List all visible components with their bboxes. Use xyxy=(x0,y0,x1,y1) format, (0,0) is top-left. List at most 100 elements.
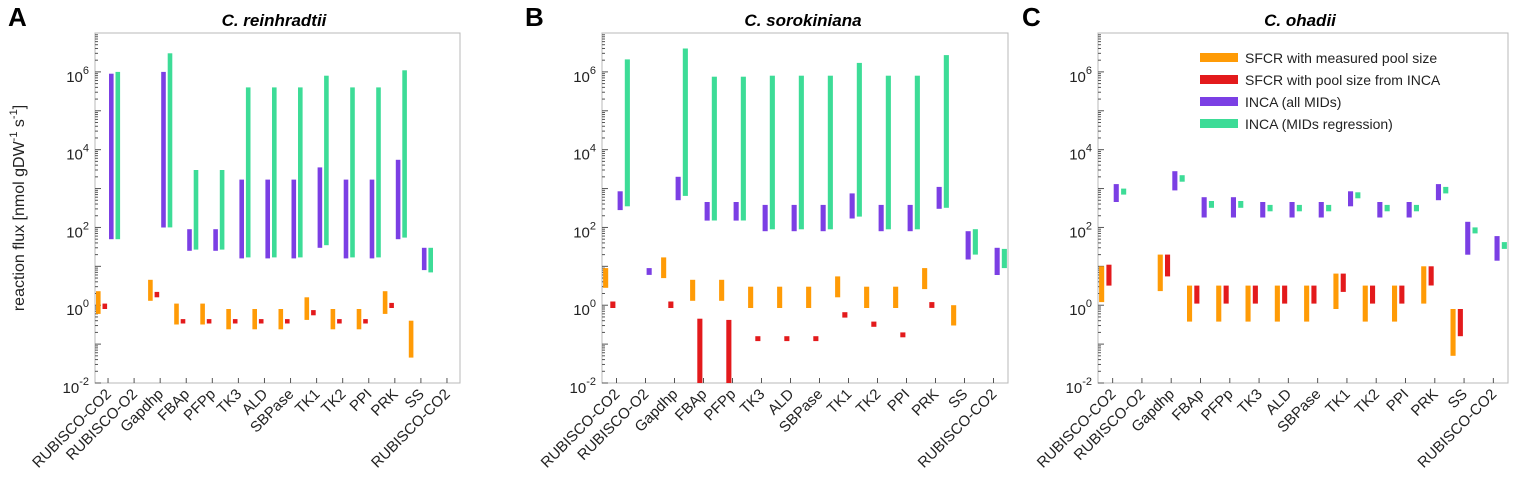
range-bar xyxy=(161,71,166,228)
range-bar xyxy=(704,202,710,221)
legend-swatch xyxy=(1200,97,1238,106)
legend-swatch xyxy=(1200,53,1238,62)
range-bar xyxy=(1472,227,1478,234)
panel-letter: C xyxy=(1022,2,1041,32)
range-bar xyxy=(1362,285,1368,322)
range-bar xyxy=(1179,175,1185,182)
x-tick-label: PFPp xyxy=(1198,386,1237,425)
range-bar xyxy=(777,286,783,308)
range-bar xyxy=(1172,171,1178,191)
legend-swatch xyxy=(1200,119,1238,128)
range-bar xyxy=(682,48,688,196)
x-tick-label: FBAp xyxy=(1169,386,1208,425)
range-bar xyxy=(1457,309,1463,337)
range-bar xyxy=(943,55,949,208)
range-bar xyxy=(421,247,427,271)
y-tick-label: 104 xyxy=(66,143,89,164)
range-bar xyxy=(878,204,884,232)
range-bar xyxy=(791,204,797,232)
range-bar xyxy=(252,309,257,330)
x-tick-label: PPI xyxy=(884,386,913,415)
y-tick-label: 106 xyxy=(1069,65,1092,86)
range-bar xyxy=(1443,186,1449,194)
range-bar xyxy=(900,332,906,338)
range-bar xyxy=(363,319,368,324)
range-bar xyxy=(893,286,899,308)
range-bar xyxy=(232,319,238,324)
panel-letter: B xyxy=(525,2,544,32)
range-bar xyxy=(646,268,652,275)
range-bar xyxy=(1450,309,1456,356)
range-bar xyxy=(356,309,362,330)
range-bar xyxy=(1223,285,1229,304)
range-bar xyxy=(1113,184,1119,202)
range-bar xyxy=(784,336,790,342)
range-bar xyxy=(762,204,768,232)
x-tick-label: PRK xyxy=(1408,386,1442,420)
plot-frame xyxy=(601,32,1009,384)
range-bar xyxy=(1260,202,1266,218)
range-bar xyxy=(740,76,746,221)
x-tick-label: PRK xyxy=(908,386,942,420)
range-bar xyxy=(1157,254,1163,292)
range-bar xyxy=(624,59,630,207)
range-bar xyxy=(324,75,329,246)
range-bar xyxy=(154,291,160,298)
range-bar xyxy=(96,291,101,314)
range-bar xyxy=(755,336,761,342)
y-tick-label: 10-2 xyxy=(1066,376,1092,397)
range-bar xyxy=(317,167,323,248)
range-bar xyxy=(343,179,349,259)
range-bar xyxy=(1355,192,1361,199)
range-bar xyxy=(1326,204,1332,212)
plot-frame xyxy=(94,32,461,384)
range-bar xyxy=(798,75,804,230)
range-bar xyxy=(272,87,277,258)
range-bar xyxy=(1187,285,1193,322)
range-bar xyxy=(661,257,667,279)
x-tick-label: PPI xyxy=(1383,386,1412,415)
range-bar xyxy=(936,186,942,209)
panel-letter: A xyxy=(8,2,27,32)
range-bar xyxy=(856,62,862,217)
range-bar xyxy=(304,297,310,320)
range-bar xyxy=(965,231,971,260)
x-tick-label: TK2 xyxy=(1352,386,1383,417)
labels-layer: 10-2100102104106RUBISCO-CO2RUBISCO-O2Gap… xyxy=(8,2,1500,472)
range-bar xyxy=(711,76,717,221)
range-bar xyxy=(885,75,891,230)
range-bar xyxy=(769,75,775,230)
range-bar xyxy=(382,291,388,314)
y-tick-label: 104 xyxy=(573,143,596,164)
range-bar xyxy=(1348,191,1354,207)
range-bar xyxy=(219,170,225,250)
range-bar xyxy=(402,70,407,238)
range-bar xyxy=(1406,202,1412,218)
x-tick-label: TK1 xyxy=(292,386,323,417)
range-bar xyxy=(827,75,833,230)
range-bar xyxy=(1435,184,1441,201)
x-tick-label: TK2 xyxy=(853,386,884,417)
range-bar xyxy=(1274,285,1280,322)
range-bar xyxy=(1340,273,1346,292)
y-tick-label: 106 xyxy=(66,65,89,86)
range-bar xyxy=(1230,197,1236,218)
range-bar xyxy=(1252,285,1258,304)
range-bar xyxy=(1399,285,1405,304)
range-bar xyxy=(871,321,877,327)
range-bar xyxy=(748,286,754,308)
range-bar xyxy=(1494,236,1500,261)
range-bar xyxy=(278,309,284,330)
range-bar xyxy=(1194,285,1200,304)
x-tick-label: PRK xyxy=(368,386,402,420)
range-bar xyxy=(1282,285,1288,304)
range-bar xyxy=(1384,204,1390,212)
range-bar xyxy=(668,301,674,308)
panel-title: C. ohadii xyxy=(1264,11,1337,30)
range-bar xyxy=(200,303,205,325)
range-bar xyxy=(1121,188,1127,195)
range-bar xyxy=(180,319,186,324)
range-bar xyxy=(820,204,826,232)
range-bar xyxy=(1318,202,1324,218)
